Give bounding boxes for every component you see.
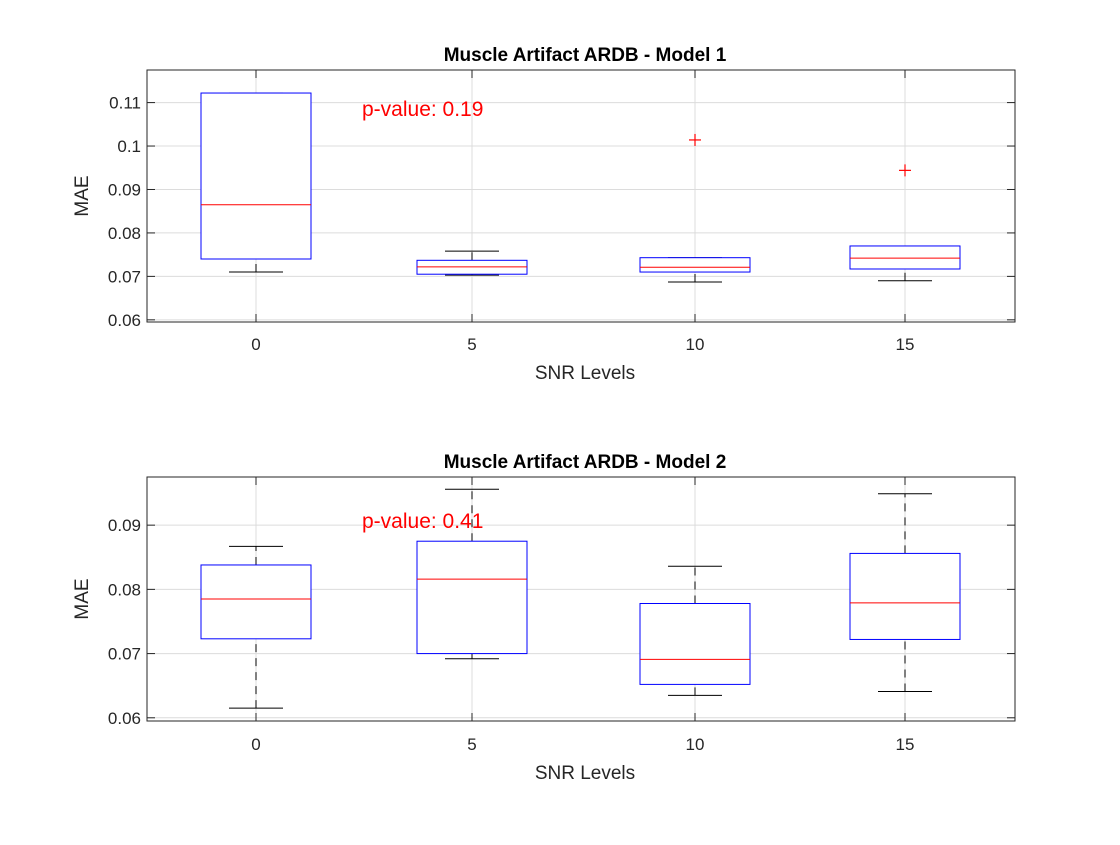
- iqr-box: [200, 564, 312, 640]
- x-tick-label: 10: [686, 335, 705, 354]
- y-tick-label: 0.09: [108, 516, 141, 535]
- iqr-box: [849, 552, 961, 640]
- box-15: [849, 493, 961, 692]
- x-axis-label: SNR Levels: [535, 363, 635, 384]
- iqr-box: [416, 540, 528, 655]
- box-0: [200, 92, 312, 273]
- x-tick-label: 10: [686, 735, 705, 754]
- x-tick-label: 5: [467, 335, 476, 354]
- y-tick-label: 0.11: [109, 94, 141, 113]
- x-tick-label: 15: [896, 735, 915, 754]
- y-tick-label: 0.08: [108, 580, 141, 599]
- box-0: [200, 545, 312, 709]
- x-tick-label: 15: [896, 335, 915, 354]
- box-15: [849, 164, 961, 282]
- y-tick-label: 0.1: [117, 137, 141, 156]
- y-tick-label: 0.07: [108, 645, 141, 664]
- y-axis-label: MAE: [72, 578, 93, 619]
- axes-frame: [146, 69, 1016, 323]
- iqr-box: [849, 245, 961, 270]
- box-5: [416, 250, 528, 276]
- subplot-model-1: 0.06 0.07 0.08 0.09 0.1 0.11 0 5 10 15 Muscle Arti…: [72, 45, 1016, 384]
- outlier-marker: [689, 133, 701, 146]
- chart-title: Muscle Artifact ARDB - Model 1: [444, 45, 727, 66]
- y-tick-label: 0.06: [108, 311, 141, 330]
- chart-title: Muscle Artifact ARDB - Model 2: [444, 452, 727, 473]
- box-5: [416, 488, 528, 660]
- x-tick-label: 5: [467, 735, 476, 754]
- x-tick-label: 0: [251, 335, 260, 354]
- p-value-annotation: p-value: 0.41: [362, 510, 483, 533]
- axes-frame: [146, 476, 1016, 722]
- outlier-marker: [899, 164, 911, 177]
- y-tick-label: 0.08: [108, 224, 141, 243]
- y-tick-label: 0.07: [108, 267, 141, 286]
- x-axis-label: SNR Levels: [535, 763, 635, 784]
- y-tick-label: 0.09: [108, 180, 141, 199]
- box-10: [639, 565, 751, 696]
- iqr-box: [200, 92, 312, 260]
- x-tick-label: 0: [251, 735, 260, 754]
- p-value-annotation: p-value: 0.19: [362, 98, 483, 121]
- box-10: [639, 133, 751, 283]
- iqr-box: [639, 257, 751, 273]
- y-axis-label: MAE: [72, 175, 93, 216]
- subplot-model-2: 0.06 0.07 0.08 0.09 0 5 10 15 Muscle Artifact AR…: [72, 452, 1016, 784]
- y-tick-label: 0.06: [108, 709, 141, 728]
- iqr-box: [639, 602, 751, 685]
